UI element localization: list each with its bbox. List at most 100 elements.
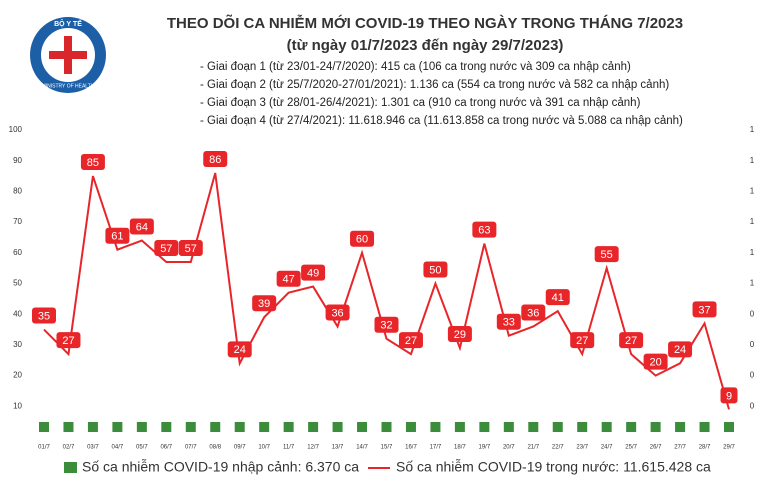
note: - Giai đoạn 2 (từ 25/7/2020-27/01/2021):… — [200, 79, 669, 91]
y2-tick-label: 1 — [750, 156, 755, 165]
value-label: 27 — [625, 335, 637, 347]
value-label-bg — [203, 150, 228, 167]
x-tick-label: 08/8 — [209, 445, 221, 451]
y2-tick-label: 0 — [750, 401, 755, 410]
value-label: 29 — [454, 329, 466, 341]
value-label: 24 — [674, 344, 686, 356]
logo-text: MINISTRY OF HEALTH — [42, 83, 95, 89]
value-label: 24 — [234, 344, 246, 356]
logo: BỘ Y TẾ MINISTRY OF HEALTH — [30, 17, 106, 93]
x-tick-label: 28/7 — [699, 445, 711, 451]
y-tick-label: 70 — [13, 217, 22, 226]
marker — [283, 422, 294, 432]
x-tick-label: 17/7 — [430, 445, 442, 451]
y2-tick-label: 1 — [750, 125, 755, 134]
x-tick-label: 10/7 — [258, 445, 270, 451]
legend-label: Số ca nhiễm COVID-19 trong nước: 11.615.… — [396, 459, 711, 475]
x-tick-label: 09/7 — [234, 445, 246, 451]
x-tick-label: 14/7 — [356, 445, 368, 451]
marker — [479, 422, 490, 432]
marker — [161, 422, 172, 432]
y-tick-label: 80 — [13, 187, 22, 196]
marker — [39, 422, 49, 432]
value-label: 60 — [356, 234, 368, 246]
value-label: 36 — [527, 307, 539, 319]
y-tick-label: 40 — [13, 309, 22, 318]
value-label: 50 — [429, 264, 441, 276]
x-tick-label: 22/7 — [552, 445, 564, 451]
y2-tick-label: 1 — [750, 248, 755, 257]
y2-tick-label: 1 — [750, 217, 755, 226]
value-label-bg — [252, 295, 277, 312]
logo-cross — [49, 51, 87, 59]
value-label: 39 — [258, 298, 270, 310]
value-label: 47 — [283, 274, 295, 286]
marker — [626, 422, 637, 432]
x-tick-label: 21/7 — [527, 445, 539, 451]
value-label: 27 — [405, 335, 417, 347]
marker — [234, 422, 245, 432]
marker — [381, 422, 392, 432]
x-tick-label: 18/7 — [454, 445, 466, 451]
value-label-bg — [472, 221, 497, 238]
y2-tick-label: 1 — [750, 187, 755, 196]
value-label-bg — [423, 261, 448, 278]
value-label: 85 — [87, 157, 99, 169]
value-label: 64 — [136, 221, 148, 233]
marker — [332, 422, 343, 432]
value-label: 33 — [503, 317, 515, 329]
x-tick-label: 07/7 — [185, 445, 197, 451]
value-label-bg — [545, 289, 570, 306]
value-label-bg — [720, 387, 738, 404]
value-label-bg — [643, 353, 668, 370]
x-tick-label: 26/7 — [650, 445, 662, 451]
marker — [63, 422, 74, 432]
value-label: 20 — [649, 357, 661, 369]
series-line — [43, 172, 730, 410]
y-tick-label: 100 — [9, 125, 23, 134]
value-label: 55 — [601, 249, 613, 261]
marker — [454, 422, 465, 432]
legend-label: Số ca nhiễm COVID-19 nhập cảnh: 6.370 ca — [82, 459, 359, 475]
marker — [675, 422, 686, 432]
marker — [699, 422, 710, 432]
value-label-bg — [129, 218, 154, 235]
note: - Giai đoạn 1 (từ 23/01-24/7/2020): 415 … — [200, 61, 631, 73]
legend-swatch — [64, 462, 77, 473]
y-tick-label: 30 — [13, 340, 22, 349]
value-label-bg — [594, 246, 619, 263]
chart-subtitle: (từ ngày 01/7/2023 đến ngày 29/7/2023) — [287, 37, 564, 54]
value-label-bg — [105, 227, 130, 244]
marker — [112, 422, 123, 432]
value-label: 35 — [38, 310, 50, 322]
x-tick-label: 13/7 — [332, 445, 344, 451]
note: - Giai đoạn 4 (từ 27/4/2021): 11.618.946… — [200, 115, 683, 127]
value-label-bg — [521, 304, 546, 321]
value-label: 63 — [478, 224, 490, 236]
value-label: 57 — [160, 243, 172, 255]
x-tick-label: 03/7 — [87, 445, 99, 451]
marker — [136, 422, 147, 432]
value-label-bg — [276, 270, 301, 287]
note: - Giai đoạn 3 (từ 28/01-26/4/2021): 1.30… — [200, 97, 641, 109]
value-label-bg — [619, 332, 644, 349]
x-tick-label: 01/7 — [38, 445, 50, 451]
marker — [405, 422, 416, 432]
x-tick-label: 15/7 — [381, 445, 393, 451]
value-label: 9 — [726, 390, 732, 402]
value-label-bg — [447, 325, 472, 342]
y2-tick-label: 1 — [750, 279, 755, 288]
x-tick-label: 04/7 — [112, 445, 124, 451]
value-label: 27 — [62, 335, 74, 347]
y-tick-label: 50 — [13, 279, 22, 288]
marker — [552, 422, 563, 432]
x-tick-label: 29/7 — [723, 445, 735, 451]
value-label: 49 — [307, 267, 319, 279]
x-tick-label: 02/7 — [63, 445, 75, 451]
value-label-bg — [374, 316, 399, 333]
x-tick-label: 24/7 — [601, 445, 613, 451]
value-label-bg — [178, 240, 203, 257]
value-label-bg — [350, 230, 375, 247]
y2-tick-label: 0 — [750, 371, 755, 380]
value-label-bg — [692, 301, 717, 318]
